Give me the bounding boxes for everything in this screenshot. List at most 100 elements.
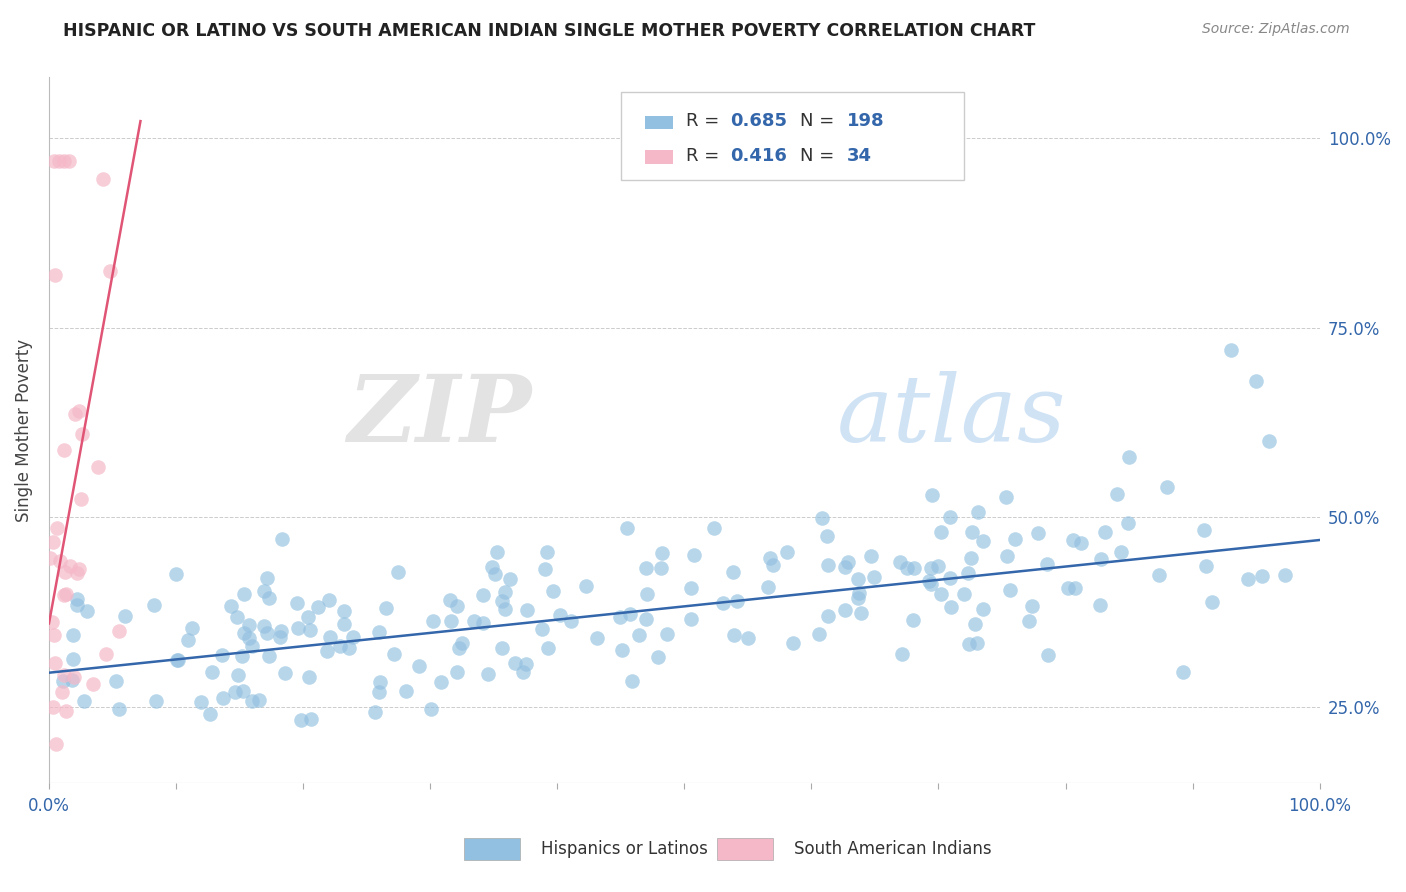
Point [439,592,461,607]
Point [927,559,949,574]
Point [1274,568,1296,582]
Point [408,659,430,673]
Point [211,648,233,663]
Point [53,153,76,168]
Point [536,640,558,655]
Point [548,607,571,622]
Point [966,636,988,650]
Point [889,555,911,569]
Point [367,685,389,699]
Point [636,612,658,626]
Point [62,652,84,666]
Point [1057,581,1080,595]
Point [253,619,276,633]
Point [422,615,444,629]
Point [70,426,93,441]
Point [256,571,278,585]
Point [63,407,86,421]
Point [273,666,295,681]
Point [962,525,984,540]
Point [817,529,839,543]
Point [49,553,72,567]
Point [609,610,631,624]
Point [285,596,308,610]
Point [965,616,987,631]
Point [143,598,166,612]
Point [342,630,364,644]
Point [46,520,69,534]
Point [761,558,783,573]
FancyBboxPatch shape [621,92,965,179]
Point [1116,516,1139,530]
Point [636,587,658,601]
Point [759,551,782,566]
Bar [645,116,673,128]
Point [96,647,118,661]
Point [299,623,322,637]
Point [93,172,115,186]
Point [621,673,644,688]
Point [515,657,537,671]
Point [586,632,609,646]
Point [890,647,912,661]
Point [737,632,759,646]
Point [73,694,96,708]
Point [1021,599,1043,613]
Point [58,153,80,168]
Point [249,693,271,707]
Point [298,671,321,685]
Point [918,574,941,588]
Point [39,551,62,566]
Point [846,591,869,605]
Point [257,648,280,663]
Text: 34: 34 [846,147,872,165]
Point [329,640,352,654]
Point [512,665,534,679]
Point [238,631,260,645]
Point [848,586,870,600]
Point [1018,615,1040,629]
Text: Hispanics or Latinos: Hispanics or Latinos [541,840,709,858]
Text: R =: R = [686,112,724,130]
Point [516,603,538,617]
Point [721,565,744,579]
Point [1038,648,1060,663]
Point [807,627,830,641]
Point [1004,533,1026,547]
Point [287,621,309,635]
Point [920,561,942,575]
Point [332,604,354,618]
Point [240,639,263,653]
Point [1237,572,1260,586]
Point [776,545,799,559]
Point [240,693,263,707]
Point [997,549,1019,564]
Point [53,668,76,682]
Point [647,650,669,665]
Point [66,599,89,613]
Point [834,560,856,574]
Point [44,268,66,282]
Text: 0.685: 0.685 [730,112,787,130]
Point [253,583,276,598]
Point [901,613,924,627]
Point [190,695,212,709]
Point [616,521,638,535]
Point [1090,552,1112,566]
Point [472,616,495,631]
Point [70,491,93,506]
Point [53,442,76,457]
Point [166,653,188,667]
Point [619,607,641,621]
Point [238,618,260,632]
Point [67,562,90,576]
Bar [645,151,673,163]
Point [201,665,224,679]
Point [297,610,319,624]
Point [55,587,77,601]
Point [1070,536,1092,550]
Point [1219,343,1241,358]
Point [374,600,396,615]
Point [318,593,340,607]
Text: N =: N = [800,112,839,130]
